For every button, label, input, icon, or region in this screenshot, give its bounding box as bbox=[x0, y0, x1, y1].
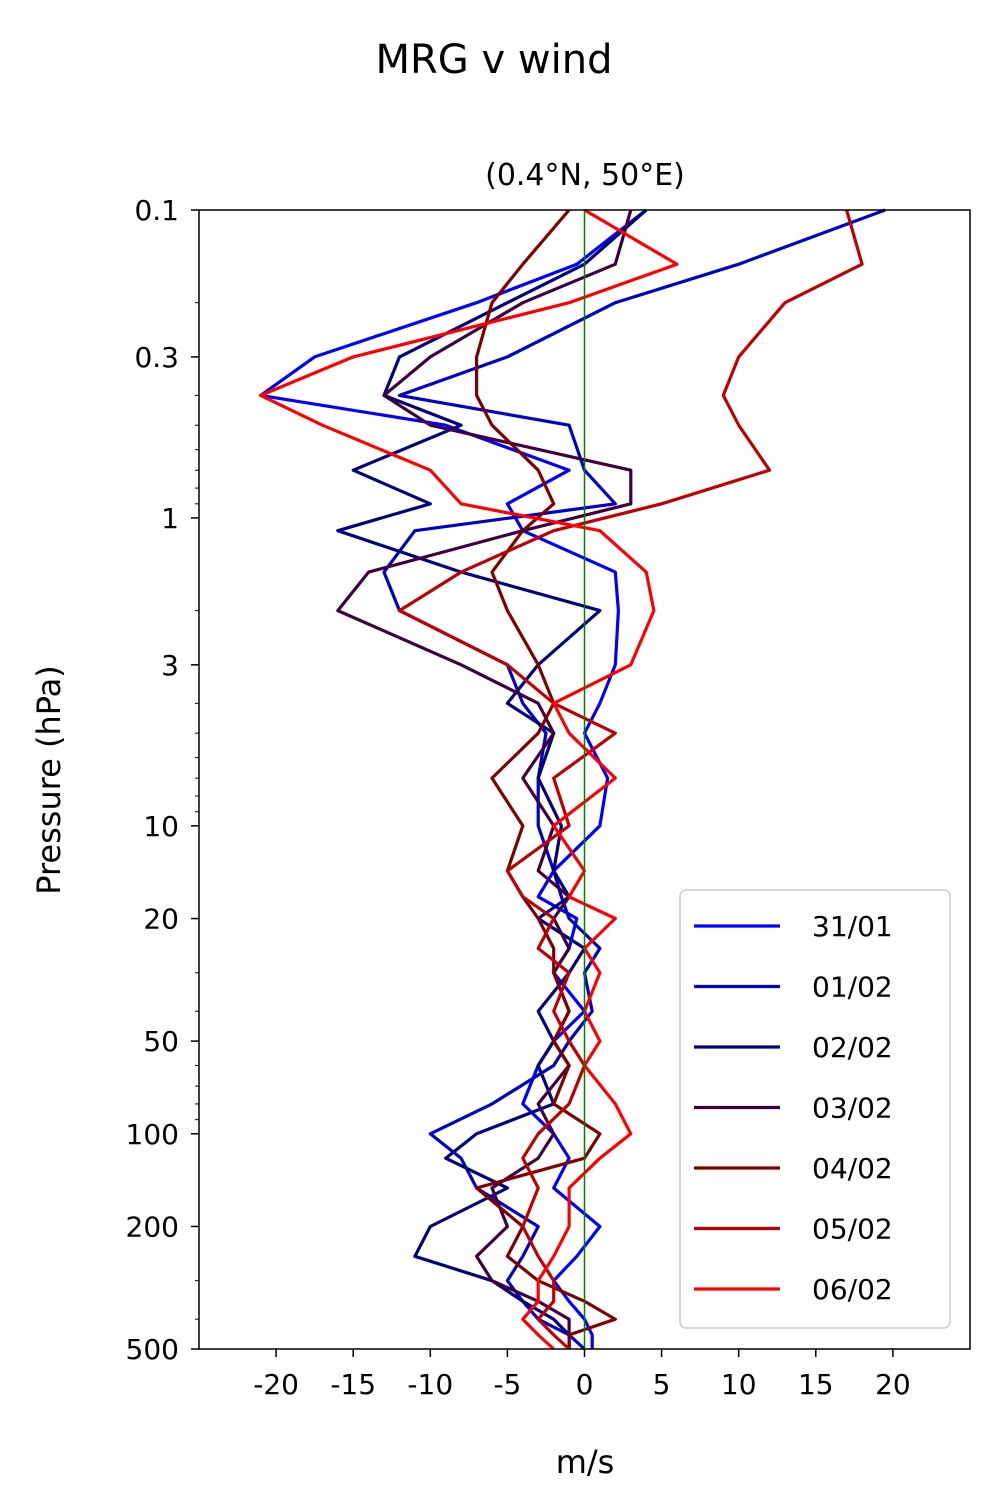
x-tick-label: 10 bbox=[721, 1368, 757, 1401]
x-tick-label: -5 bbox=[493, 1368, 521, 1401]
series-line-6 bbox=[259, 208, 679, 1351]
x-tick-label: 15 bbox=[798, 1368, 834, 1401]
legend: 31/01 01/02 02/02 03/02 04/02 05/02 06/02 bbox=[679, 889, 951, 1329]
x-tick-label: -10 bbox=[407, 1368, 453, 1401]
legend-box bbox=[679, 889, 951, 1329]
y-axis-ticks: 0.1 0.3 1 3 10 20 50 100 200 500 bbox=[126, 194, 199, 1366]
y-tick-label: 20 bbox=[143, 903, 179, 936]
y-tick-label: 0.3 bbox=[134, 341, 179, 374]
y-tick-label: 1 bbox=[161, 502, 179, 535]
legend-label: 05/02 bbox=[812, 1213, 893, 1246]
series-line-0 bbox=[259, 208, 648, 1349]
chart-suptitle: MRG v wind bbox=[376, 37, 613, 83]
y-axis-label: Pressure (hPa) bbox=[30, 665, 68, 895]
x-tick-label: 20 bbox=[875, 1368, 911, 1401]
plot-area: -20 -15 -10 -5 0 5 10 15 20 0.1 0.3 1 3 10 20 50 100 200… bbox=[126, 194, 971, 1401]
legend-label: 01/02 bbox=[812, 971, 893, 1004]
y-tick-label: 500 bbox=[126, 1333, 179, 1366]
series-lines bbox=[259, 208, 886, 1351]
x-tick-label: 5 bbox=[653, 1368, 671, 1401]
y-tick-label: 3 bbox=[161, 649, 179, 682]
x-axis-label: m/s bbox=[556, 1443, 615, 1481]
legend-label: 04/02 bbox=[812, 1152, 893, 1185]
legend-label: 31/01 bbox=[812, 910, 893, 943]
x-tick-label: -15 bbox=[330, 1368, 376, 1401]
y-tick-label: 50 bbox=[143, 1025, 179, 1058]
series-line-1 bbox=[382, 208, 886, 1351]
y-tick-label: 100 bbox=[126, 1118, 179, 1151]
legend-label: 02/02 bbox=[812, 1031, 893, 1064]
series-line-4 bbox=[475, 208, 617, 1349]
legend-label: 06/02 bbox=[812, 1273, 893, 1306]
chart-title: (0.4°N, 50°E) bbox=[485, 158, 685, 193]
y-tick-label: 0.1 bbox=[134, 194, 179, 227]
x-axis-ticks: -20 -15 -10 -5 0 5 10 15 20 bbox=[253, 1349, 911, 1401]
series-line-5 bbox=[397, 209, 864, 1351]
y-tick-label: 200 bbox=[126, 1210, 179, 1243]
legend-label: 03/02 bbox=[812, 1092, 893, 1125]
y-tick-label: 10 bbox=[143, 810, 179, 843]
x-tick-label: -20 bbox=[253, 1368, 299, 1401]
x-tick-label: 0 bbox=[576, 1368, 594, 1401]
